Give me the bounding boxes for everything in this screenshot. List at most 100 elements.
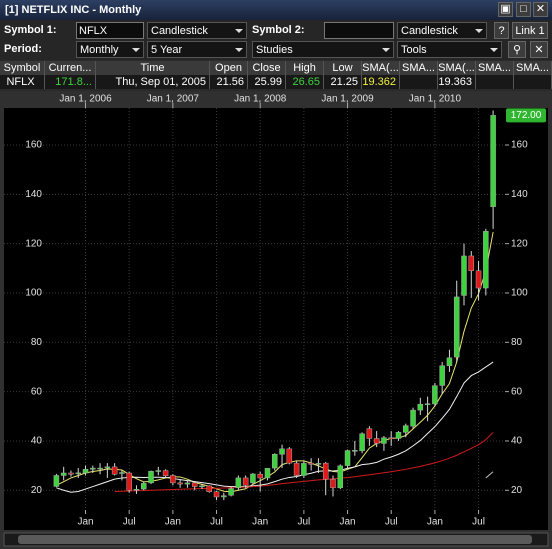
- chart-type2-dropdown[interactable]: Candlestick: [397, 22, 487, 39]
- column-header: Low: [324, 61, 362, 75]
- candle-body: [315, 463, 322, 465]
- candle-body: [490, 115, 496, 207]
- candle-body: [162, 470, 169, 476]
- close-button[interactable]: ✕: [533, 2, 548, 17]
- candle-body: [344, 450, 351, 466]
- restore-button[interactable]: ▣: [498, 2, 513, 17]
- x-tick-label: Jan: [165, 517, 181, 528]
- x-tick-label: Jan: [252, 517, 268, 528]
- y-tick-label-right: 100: [511, 288, 528, 299]
- y-tick-label: 80: [31, 337, 43, 348]
- candle-body: [60, 472, 67, 476]
- candle-body: [432, 385, 438, 405]
- candle-body: [453, 296, 460, 358]
- window-title: [1] NETFLIX INC - Monthly: [0, 0, 552, 20]
- symbol2-input[interactable]: [324, 22, 394, 39]
- y-tick-label-right: 160: [511, 140, 528, 151]
- plot-area: [4, 108, 505, 510]
- y-tick-label-right: 120: [511, 238, 528, 249]
- table-cell: 19.363: [438, 75, 476, 89]
- settings-button[interactable]: ✕: [530, 41, 548, 58]
- column-header: Open: [210, 61, 248, 75]
- candle-body: [126, 472, 132, 491]
- candle-body: [475, 270, 482, 289]
- column-header: Time: [96, 61, 210, 75]
- candle-body: [242, 477, 249, 486]
- candle-body: [111, 466, 118, 475]
- table-cell: 21.25: [324, 75, 362, 89]
- candle-body: [359, 433, 365, 452]
- candle-body: [264, 468, 271, 479]
- scroll-thumb[interactable]: [18, 535, 532, 544]
- candle-body: [286, 448, 293, 464]
- table-cell: 19.362: [362, 75, 400, 89]
- link-button[interactable]: Link 1: [512, 22, 548, 39]
- range-dropdown[interactable]: 5 Year: [147, 41, 247, 58]
- top-axis-label: Jan 1, 2006: [59, 94, 112, 105]
- maximize-button[interactable]: □: [516, 2, 531, 17]
- candle-body: [206, 485, 213, 492]
- y-tick-label: 100: [25, 288, 42, 299]
- candle-body: [199, 485, 205, 488]
- candle-body: [119, 472, 125, 474]
- candle-body: [228, 488, 234, 496]
- candle-body: [53, 475, 60, 487]
- sma-line: [485, 471, 494, 479]
- candle-body: [337, 465, 344, 489]
- candle-body: [177, 482, 183, 485]
- candle-body: [235, 477, 242, 489]
- candle-body: [140, 483, 147, 490]
- candle-body: [330, 478, 336, 489]
- table-cell: Thu, Sep 01, 2005: [96, 75, 210, 89]
- table-cell: NFLX: [0, 75, 45, 89]
- top-axis-label: Jan 1, 2008: [234, 94, 287, 105]
- candle-body: [322, 462, 329, 480]
- candle-body: [133, 489, 140, 491]
- candle-body: [279, 448, 285, 455]
- candle-body: [424, 403, 431, 405]
- column-header: SMA...: [514, 61, 552, 75]
- table-cell: 26.65: [286, 75, 324, 89]
- y-tick-label-right: 20: [511, 485, 523, 496]
- candle-body: [75, 472, 81, 475]
- y-tick-label: 120: [25, 238, 42, 249]
- zoom-button[interactable]: ⚲: [508, 41, 526, 58]
- table-cell: [400, 75, 438, 89]
- x-tick-label: Jul: [385, 517, 398, 528]
- candle-body: [352, 450, 358, 452]
- y-tick-label-right: 60: [511, 386, 523, 397]
- tools-dropdown[interactable]: Tools: [397, 41, 502, 58]
- column-header: Close: [248, 61, 286, 75]
- table-cell: 21.56: [210, 75, 248, 89]
- candle-body: [213, 491, 220, 498]
- candle-body: [301, 463, 307, 476]
- candle-body: [250, 473, 256, 484]
- top-axis-label: Jan 1, 2009: [321, 94, 374, 105]
- candle-body: [191, 482, 198, 487]
- studies-dropdown[interactable]: Studies: [252, 41, 394, 58]
- top-axis-label: Jan 1, 2007: [147, 94, 200, 105]
- candle-body: [461, 255, 467, 296]
- x-tick-label: Jan: [77, 517, 93, 528]
- candle-body: [82, 469, 89, 474]
- candle-body: [439, 365, 445, 386]
- column-header: SMA(...: [362, 61, 400, 75]
- y-tick-label: 20: [31, 485, 43, 496]
- chart-type1-dropdown[interactable]: Candlestick: [147, 22, 247, 39]
- grid: [4, 108, 505, 510]
- candle-body: [388, 437, 394, 439]
- candle-body: [97, 467, 103, 470]
- y-tick-label-right: 140: [511, 189, 528, 200]
- candle-body: [272, 454, 278, 469]
- symbol1-input[interactable]: NFLX: [76, 22, 144, 39]
- candle-body: [170, 475, 176, 484]
- candle-body: [403, 425, 409, 433]
- candle-body: [104, 466, 111, 469]
- x-tick-label: Jul: [472, 517, 485, 528]
- y-tick-label: 60: [31, 386, 43, 397]
- column-header: SMA...: [400, 61, 438, 75]
- period-dropdown[interactable]: Monthly: [76, 41, 144, 58]
- help-button[interactable]: ?: [494, 22, 509, 39]
- candle-body: [155, 470, 162, 472]
